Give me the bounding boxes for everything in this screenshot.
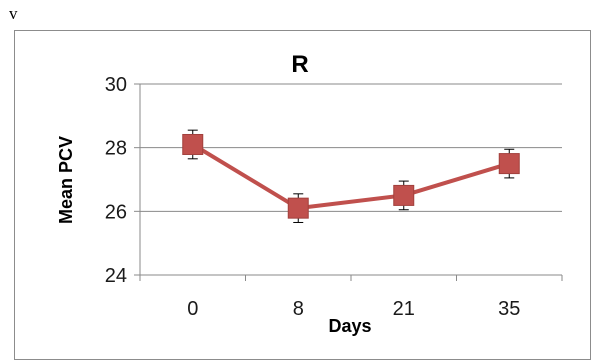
y-tick-label: 30 <box>105 74 127 96</box>
x-tick-label: 35 <box>498 298 520 320</box>
data-point-marker <box>182 133 204 155</box>
series-layer <box>182 129 520 223</box>
data-point-marker <box>498 153 520 175</box>
data-point-marker <box>393 184 415 206</box>
chart-title: R <box>291 51 308 78</box>
panel-letter: v <box>9 4 18 23</box>
series-line <box>191 142 510 211</box>
axes: 24 26 28 30 0 8 21 35 <box>105 74 563 320</box>
data-point-marker <box>287 197 309 219</box>
chart-frame <box>14 30 591 360</box>
y-tick-label: 28 <box>105 138 127 160</box>
x-tick-label: 0 <box>187 298 198 320</box>
gridlines <box>140 83 562 212</box>
x-tick-label: 21 <box>393 298 415 320</box>
y-tick-label: 24 <box>105 265 127 287</box>
y-tick-label: 26 <box>105 201 127 223</box>
x-axis-title: Days <box>328 316 371 336</box>
y-axis-title: Mean PCV <box>56 136 76 224</box>
x-tick-label: 8 <box>293 298 304 320</box>
